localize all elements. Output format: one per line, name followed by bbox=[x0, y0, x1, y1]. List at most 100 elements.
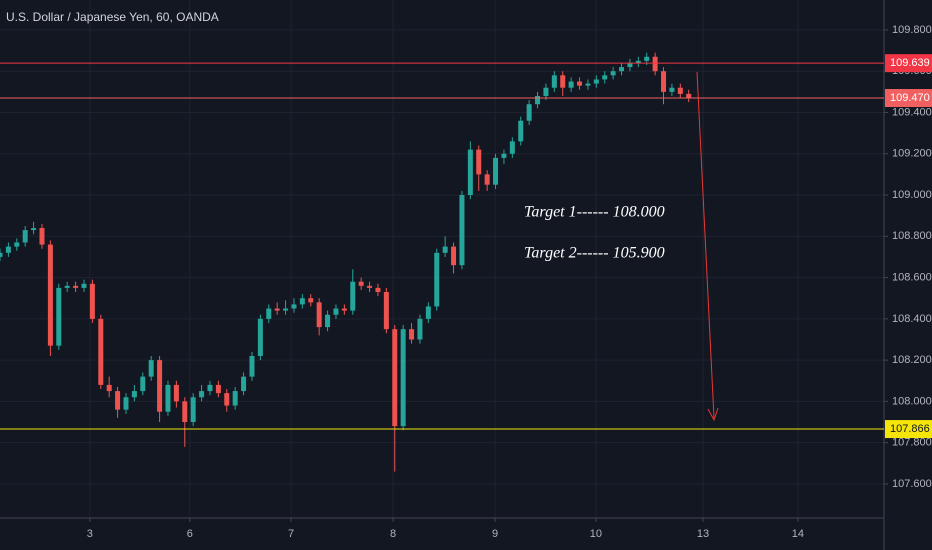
candle-body bbox=[207, 384, 213, 392]
candle-body bbox=[686, 93, 692, 99]
grid bbox=[0, 0, 884, 518]
y-tick-label: 108.000 bbox=[892, 395, 932, 407]
price-tag bbox=[885, 89, 932, 108]
candle-body bbox=[560, 75, 566, 88]
candle-body bbox=[409, 329, 415, 340]
price-tag-label: 107.866 bbox=[890, 423, 930, 435]
x-tick-label: 9 bbox=[492, 528, 498, 540]
candle-body bbox=[173, 384, 179, 402]
candle-body bbox=[115, 391, 121, 410]
price-tag bbox=[885, 420, 932, 439]
y-tick-label: 108.400 bbox=[892, 313, 932, 325]
candle-body bbox=[5, 246, 11, 253]
candle-body bbox=[375, 287, 381, 293]
candle-body bbox=[367, 285, 373, 288]
candle-body bbox=[619, 67, 625, 72]
candle-body bbox=[215, 384, 221, 394]
annotation: Target 2------ 105.900 bbox=[524, 245, 665, 262]
y-tick-label: 109.400 bbox=[892, 106, 932, 118]
candle-body bbox=[501, 153, 507, 158]
y-tick-label: 109.200 bbox=[892, 148, 932, 160]
candle-body bbox=[392, 329, 398, 427]
candle-body bbox=[0, 252, 3, 257]
candle-body bbox=[442, 246, 448, 253]
candle-body bbox=[325, 314, 331, 328]
candle-body bbox=[635, 60, 641, 63]
candle-body bbox=[585, 83, 591, 86]
candle-body bbox=[224, 393, 230, 406]
candle-body bbox=[148, 360, 154, 377]
candle-body bbox=[249, 355, 255, 377]
candle-body bbox=[106, 384, 112, 392]
candle-body bbox=[535, 95, 541, 105]
candle-body bbox=[283, 308, 289, 311]
candle-body bbox=[383, 292, 389, 330]
candle-body bbox=[476, 149, 482, 175]
candle-body bbox=[47, 244, 53, 346]
forecast-arrow bbox=[696, 71, 715, 419]
candle-body bbox=[89, 283, 95, 319]
candle-body bbox=[22, 230, 28, 243]
candle-body bbox=[593, 79, 599, 84]
candle-body bbox=[190, 397, 196, 423]
arrow-head bbox=[707, 407, 719, 422]
candle-body bbox=[434, 252, 440, 307]
y-tick-label: 108.200 bbox=[892, 354, 932, 366]
candle-body bbox=[274, 308, 280, 311]
candle-body bbox=[241, 376, 247, 392]
candle-body bbox=[602, 75, 608, 80]
candle-body bbox=[484, 174, 490, 185]
candle-body bbox=[526, 104, 532, 121]
x-tick-label: 3 bbox=[87, 528, 93, 540]
chart-title: U.S. Dollar / Japanese Yen, 60, OANDA bbox=[6, 10, 219, 24]
candle-body bbox=[39, 228, 45, 245]
candle-body bbox=[677, 87, 683, 94]
candle-body bbox=[467, 149, 473, 196]
candle-body bbox=[551, 75, 557, 88]
candle-body bbox=[308, 298, 314, 303]
candle-body bbox=[543, 87, 549, 96]
candle-body bbox=[56, 287, 62, 346]
candle-body bbox=[73, 285, 79, 288]
candle-body bbox=[451, 246, 457, 266]
y-tick-label: 108.800 bbox=[892, 230, 932, 242]
candle-body bbox=[64, 285, 70, 288]
candle-body bbox=[568, 81, 574, 88]
candle-body bbox=[669, 87, 675, 92]
price-tag-label: 109.470 bbox=[890, 92, 930, 104]
x-tick-label: 6 bbox=[187, 528, 193, 540]
candle-body bbox=[140, 376, 146, 392]
candle-body bbox=[644, 56, 650, 61]
x-tick-label: 10 bbox=[590, 528, 602, 540]
candle-body bbox=[425, 306, 431, 319]
candle-body bbox=[199, 391, 205, 398]
candle-body bbox=[350, 281, 356, 311]
price-tag-label: 109.639 bbox=[890, 57, 930, 69]
x-tick-label: 7 bbox=[288, 528, 294, 540]
candle-body bbox=[358, 281, 364, 286]
candle-body bbox=[123, 397, 129, 410]
candle-body bbox=[131, 391, 137, 398]
candles bbox=[0, 52, 692, 472]
candle-body bbox=[627, 62, 633, 68]
candle-body bbox=[266, 308, 272, 319]
candle-body bbox=[81, 283, 87, 288]
candle-body bbox=[165, 384, 171, 412]
candle-body bbox=[182, 401, 188, 423]
candle-body bbox=[341, 308, 347, 311]
candle-body bbox=[509, 141, 515, 154]
candle-body bbox=[400, 329, 406, 427]
candle-body bbox=[652, 56, 658, 72]
y-tick-label: 108.600 bbox=[892, 271, 932, 283]
x-tick-label: 14 bbox=[792, 528, 804, 540]
candle-body bbox=[98, 318, 104, 385]
y-tick-label: 107.600 bbox=[892, 478, 932, 490]
y-tick-label: 109.000 bbox=[892, 189, 932, 201]
candle-body bbox=[417, 318, 423, 340]
candle-body bbox=[518, 120, 524, 142]
candle-body bbox=[299, 298, 305, 305]
candle-body bbox=[257, 318, 263, 356]
